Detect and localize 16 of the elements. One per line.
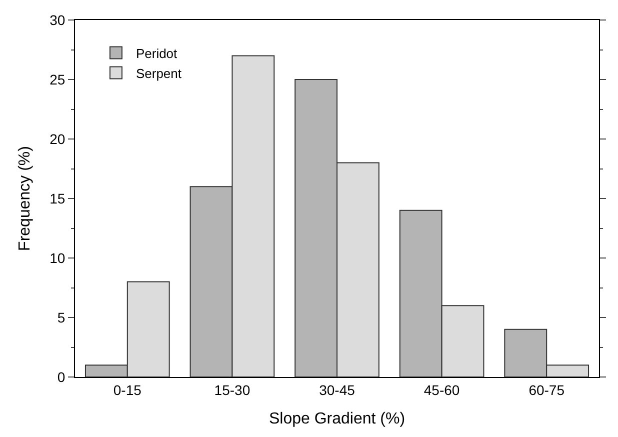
y-tick-label: 20 [50, 130, 66, 147]
y-tick-label: 15 [50, 190, 66, 206]
x-tick-label: 0-15 [113, 382, 142, 398]
x-tick-label: 30-45 [319, 382, 356, 398]
y-tick-label: 5 [57, 309, 66, 326]
x-axis-title: Slope Gradient (%) [268, 410, 406, 428]
y-tick-label: 25 [50, 71, 66, 88]
legend-label: Serpent [136, 66, 182, 81]
x-tick-label: 60-75 [528, 382, 565, 398]
legend-label: Peridot [136, 46, 178, 61]
x-tick-label: 45-60 [424, 382, 460, 398]
y-tick-label: 10 [50, 250, 66, 266]
x-tick-label: 15-30 [214, 382, 250, 398]
y-axis-title: Frequency (%) [16, 146, 34, 251]
y-tick-label: 0 [57, 368, 66, 385]
y-tick-label: 30 [50, 12, 66, 28]
